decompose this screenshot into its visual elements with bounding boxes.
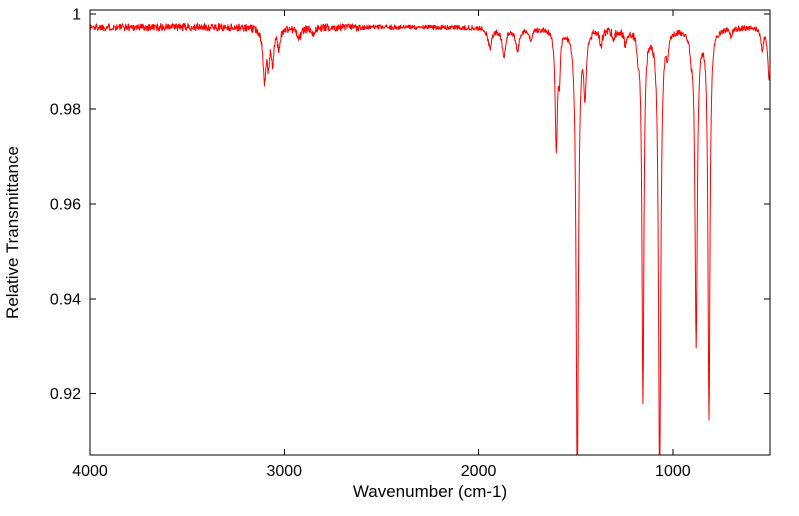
y-tick-label: 0.98 — [50, 101, 81, 118]
spectrum-line — [90, 22, 770, 455]
x-axis-title: Wavenumber (cm-1) — [353, 482, 507, 501]
y-tick-label: 1 — [72, 6, 81, 23]
axes-layer — [89, 9, 771, 456]
y-tick-label: 0.96 — [50, 196, 81, 213]
x-tick-label: 1000 — [655, 463, 691, 480]
tick-labels-layer: 4000 3000 2000 1000 1 0.98 0.96 0.94 0.92 — [50, 6, 691, 480]
spectrum-curve-layer — [90, 22, 770, 455]
x-tick-label: 3000 — [266, 463, 302, 480]
y-tick-label: 0.92 — [50, 386, 81, 403]
x-tick-label: 2000 — [461, 463, 497, 480]
y-tick-label: 0.94 — [50, 291, 81, 308]
y-axis-title: Relative Transmittance — [3, 146, 22, 319]
plot-border — [89, 9, 771, 456]
x-tick-label: 4000 — [72, 463, 108, 480]
